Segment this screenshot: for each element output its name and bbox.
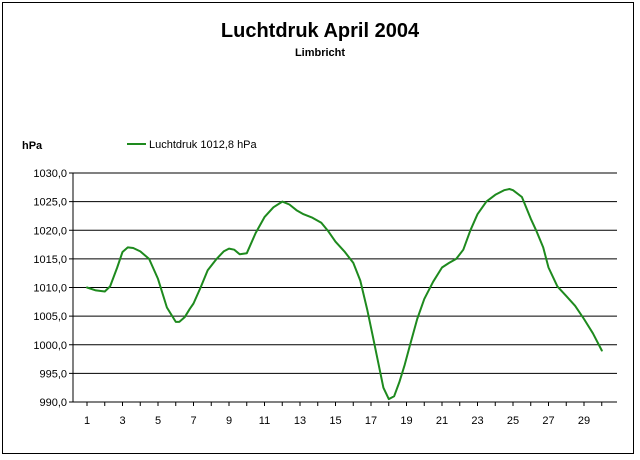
x-tick-label: 23 bbox=[471, 415, 483, 427]
legend: Luchtdruk 1012,8 hPa bbox=[127, 139, 258, 151]
x-tick-label: 11 bbox=[259, 415, 270, 427]
y-tick-label: 990,0 bbox=[39, 397, 67, 409]
x-tick-label: 25 bbox=[507, 415, 519, 427]
chart-title: Luchtdruk April 2004 bbox=[221, 20, 420, 42]
series-line-luchtdruk bbox=[86, 188, 603, 401]
x-tick-label: 27 bbox=[542, 415, 554, 427]
x-tick-label: 17 bbox=[365, 415, 377, 427]
x-tick-label: 9 bbox=[226, 415, 232, 427]
chart-frame bbox=[2, 2, 634, 454]
y-axis-unit: hPa bbox=[22, 140, 43, 152]
y-tick-label: 1000,0 bbox=[33, 340, 67, 352]
gridlines bbox=[73, 172, 617, 403]
x-tick-label: 29 bbox=[578, 415, 590, 427]
x-tick-label: 19 bbox=[400, 415, 412, 427]
chart-subtitle: Limbricht bbox=[295, 47, 345, 59]
legend-label: Luchtdruk 1012,8 hPa bbox=[149, 139, 258, 151]
x-tick-label: 13 bbox=[294, 415, 306, 427]
x-tick-label: 7 bbox=[190, 415, 196, 427]
y-tick-label: 1010,0 bbox=[33, 283, 67, 295]
x-tick-label: 3 bbox=[119, 415, 125, 427]
y-tick-label: 1025,0 bbox=[33, 197, 67, 209]
y-tick-label: 1015,0 bbox=[33, 254, 67, 266]
x-tick-label: 21 bbox=[436, 415, 448, 427]
y-tick-label: 1005,0 bbox=[33, 311, 67, 323]
y-tick-label: 1020,0 bbox=[33, 225, 67, 237]
x-axis: 1 3 5 7 9 11 13 15 17 19 21 23 25 27 29 bbox=[73, 401, 617, 427]
x-tick-label: 15 bbox=[329, 415, 341, 427]
x-tick-label: 5 bbox=[155, 415, 161, 427]
plot-area bbox=[86, 188, 603, 401]
y-axis: 990,0 995,0 1000,0 1005,0 1010,0 1015,0 1020,0… bbox=[33, 168, 74, 409]
y-tick-label: 1030,0 bbox=[33, 168, 67, 180]
y-tick-label: 995,0 bbox=[39, 368, 67, 380]
x-tick-label: 1 bbox=[84, 415, 90, 427]
